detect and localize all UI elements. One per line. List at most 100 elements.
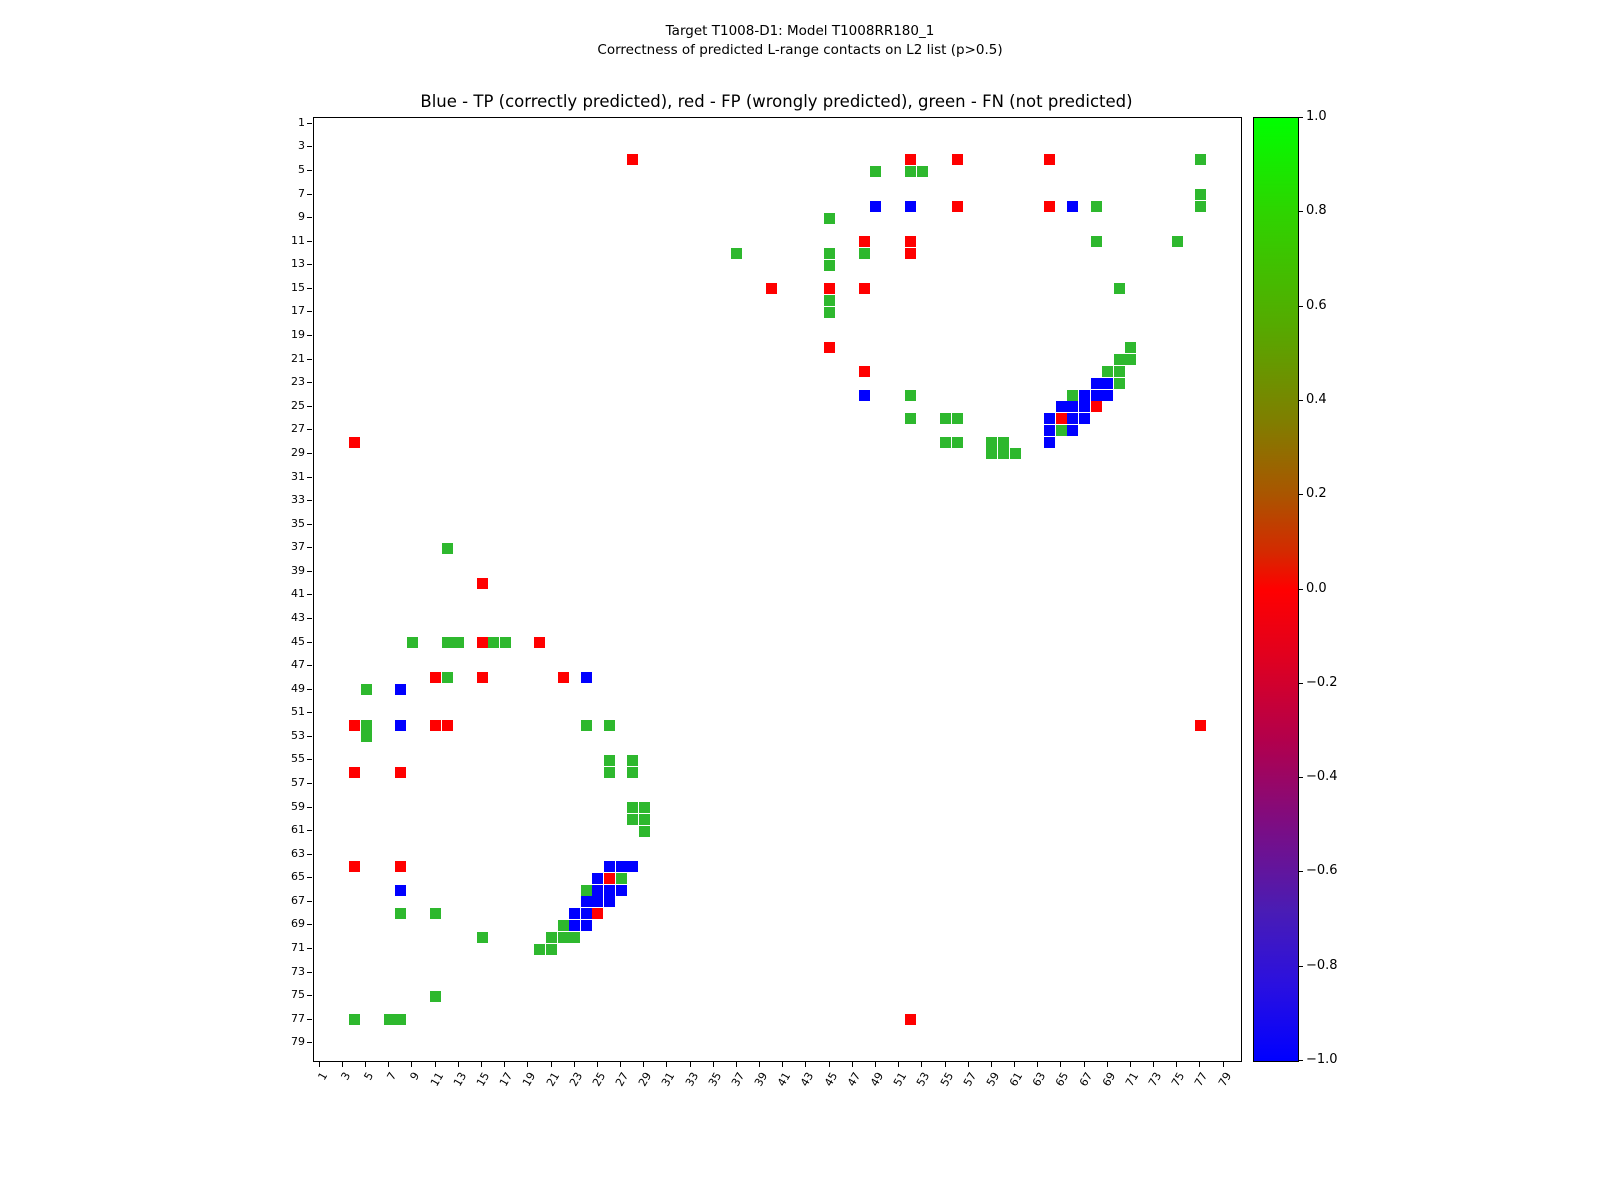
contact-cell-fp — [603, 872, 615, 884]
colorbar-tick-label: −0.8 — [1306, 957, 1338, 973]
contact-cell-fn — [638, 825, 650, 837]
y-tick-label: 75 — [291, 988, 305, 1002]
x-tick — [481, 1062, 483, 1067]
y-tick — [307, 217, 312, 219]
y-tick — [307, 405, 312, 407]
contact-cell-fn — [1090, 236, 1102, 248]
x-tick — [573, 1062, 575, 1067]
y-tick — [307, 665, 312, 667]
x-tick — [1176, 1062, 1178, 1067]
x-tick — [527, 1062, 529, 1067]
contact-cell-tp — [580, 919, 592, 931]
x-tick — [851, 1062, 853, 1067]
x-tick — [1014, 1062, 1016, 1067]
x-tick — [689, 1062, 691, 1067]
x-tick — [550, 1062, 552, 1067]
y-tick-label: 41 — [291, 587, 305, 601]
colorbar — [1253, 117, 1299, 1062]
y-tick-label: 59 — [291, 799, 305, 813]
colorbar-tick-label: −0.6 — [1306, 863, 1338, 879]
contact-cell-fn — [430, 990, 442, 1002]
y-tick — [307, 759, 312, 761]
contact-cell-fp — [905, 236, 917, 248]
contact-cell-fn — [1194, 153, 1206, 165]
y-tick-label: 49 — [291, 681, 305, 695]
contact-cell-fn — [360, 684, 372, 696]
x-tick — [1222, 1062, 1224, 1067]
contact-cell-tp — [395, 719, 407, 731]
y-tick-label: 39 — [291, 563, 305, 577]
contact-cell-fn — [1113, 377, 1125, 389]
y-tick-label: 53 — [291, 728, 305, 742]
y-tick — [307, 830, 312, 832]
contact-cell-fn — [441, 672, 453, 684]
contact-cell-fp — [858, 236, 870, 248]
x-tick — [504, 1062, 506, 1067]
contact-cell-fp — [1194, 719, 1206, 731]
y-tick-label: 9 — [298, 210, 305, 224]
colorbar-tick — [1298, 211, 1303, 213]
colorbar-tick — [1298, 965, 1303, 967]
contact-cell-tp — [905, 200, 917, 212]
contact-cell-fn — [603, 719, 615, 731]
y-tick-label: 47 — [291, 658, 305, 672]
y-tick — [307, 122, 312, 124]
contact-cell-fn — [1125, 342, 1137, 354]
contact-cell-fn — [1009, 448, 1021, 460]
colorbar-tick — [1298, 494, 1303, 496]
colorbar-tick — [1298, 588, 1303, 590]
y-tick — [307, 264, 312, 266]
y-tick — [307, 146, 312, 148]
contact-cell-fn — [986, 436, 998, 448]
contact-cell-fn — [940, 413, 952, 425]
y-tick — [307, 735, 312, 737]
contact-cell-fp — [905, 153, 917, 165]
contact-cell-fn — [406, 637, 418, 649]
contact-cell-tp — [1067, 413, 1079, 425]
contact-cell-tp — [603, 884, 615, 896]
contact-cell-tp — [870, 200, 882, 212]
y-tick — [307, 429, 312, 431]
contact-cell-fp — [441, 719, 453, 731]
y-tick — [307, 712, 312, 714]
x-tick — [967, 1062, 969, 1067]
y-tick-label: 23 — [291, 375, 305, 389]
contact-cell-fp — [858, 365, 870, 377]
y-tick-label: 67 — [291, 893, 305, 907]
contact-cell-tp — [395, 684, 407, 696]
x-tick — [596, 1062, 598, 1067]
x-tick — [944, 1062, 946, 1067]
x-tick — [1083, 1062, 1085, 1067]
x-tick — [921, 1062, 923, 1067]
contact-cell-fn — [916, 165, 928, 177]
y-tick-label: 3 — [298, 139, 305, 153]
x-tick — [411, 1062, 413, 1067]
contact-cell-fn — [997, 436, 1009, 448]
contact-cell-fn — [951, 436, 963, 448]
y-tick-label: 63 — [291, 846, 305, 860]
colorbar-tick-label: 0.6 — [1306, 297, 1327, 313]
y-tick-label: 17 — [291, 304, 305, 318]
figure-suptitle-line1: Target T1008-D1: Model T1008RR180_1 — [665, 23, 935, 39]
y-tick-label: 79 — [291, 1035, 305, 1049]
contact-cell-fn — [488, 637, 500, 649]
contact-cell-fp — [824, 342, 836, 354]
colorbar-tick-label: 0.0 — [1306, 580, 1327, 596]
y-tick-label: 35 — [291, 516, 305, 530]
y-tick-label: 43 — [291, 610, 305, 624]
y-tick — [307, 853, 312, 855]
contact-cell-fn — [1113, 354, 1125, 366]
contact-cell-tp — [580, 672, 592, 684]
x-tick — [805, 1062, 807, 1067]
contact-cell-tp — [615, 884, 627, 896]
contact-cell-fn — [349, 1014, 361, 1026]
colorbar-tick-label: 0.2 — [1306, 486, 1327, 502]
y-tick — [307, 900, 312, 902]
y-tick-label: 37 — [291, 540, 305, 554]
y-tick-label: 57 — [291, 775, 305, 789]
y-tick-label: 61 — [291, 823, 305, 837]
y-tick-label: 13 — [291, 257, 305, 271]
contact-cell-fn — [1102, 365, 1114, 377]
contact-cell-tp — [1102, 389, 1114, 401]
